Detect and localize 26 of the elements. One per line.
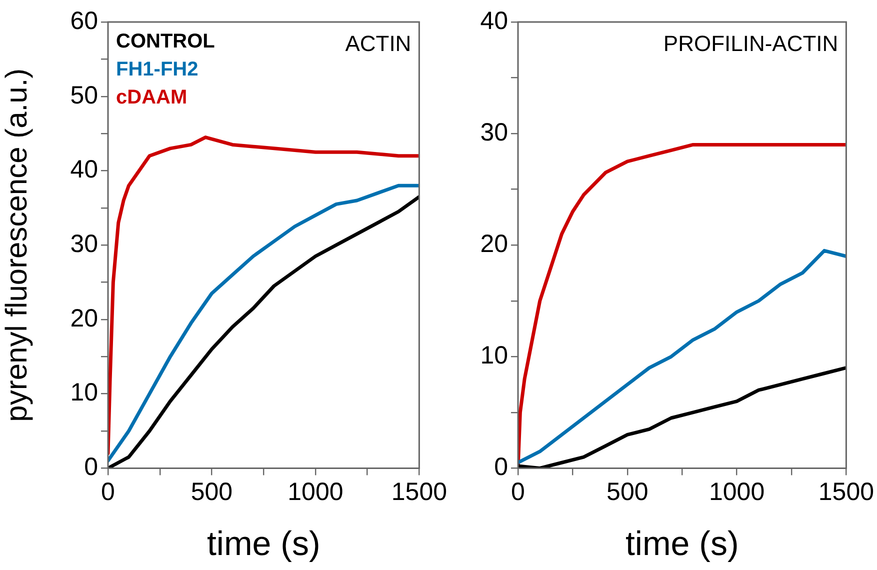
y-tick-label: 30 [70,230,98,258]
x-tick-label: 1000 [288,478,344,506]
y-tick-label: 60 [70,6,98,35]
x-tick-label: 500 [190,478,233,506]
x-axis-title: time (s) [206,524,320,563]
annotation: ACTIN [345,31,412,56]
x-tick-label: 1500 [818,478,874,506]
y-tick-label: 30 [480,118,508,146]
y-tick-label: 0 [494,453,508,482]
y-tick-label: 20 [70,304,98,332]
text: CONTROL [116,30,215,53]
annotation: PROFILIN-ACTIN [663,31,838,56]
y-tick-label: 10 [480,342,508,370]
y-axis-title: pyrenyl fluorescence (a.u.) [0,68,34,422]
series-label: cDAAM [116,86,188,109]
y-tick-label: 10 [70,378,98,407]
y-tick-label: 40 [480,6,508,35]
x-tick-label: 500 [606,478,648,506]
x-tick-label: 1000 [708,478,765,506]
text: FH1-FH2 [116,58,198,81]
y-tick-label: 20 [480,230,508,258]
x-tick-label: 1500 [391,478,448,506]
y-tick-label: 40 [70,156,98,184]
x-axis-title: time (s) [625,524,739,563]
y-tick-label: 50 [70,81,98,110]
y-tick-label: 0 [84,453,98,482]
